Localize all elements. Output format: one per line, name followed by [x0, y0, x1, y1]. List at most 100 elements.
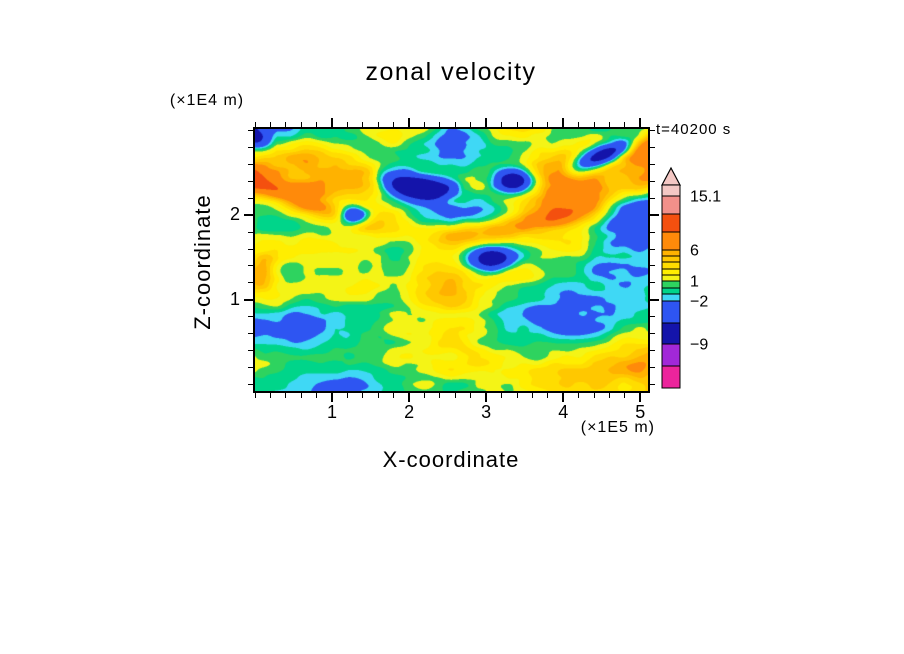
tick-mark: [248, 383, 253, 385]
tick-mark: [248, 265, 253, 267]
tick-mark: [547, 122, 549, 127]
colorbar-band: [661, 249, 681, 257]
tick-mark: [316, 393, 318, 398]
tick-mark: [531, 122, 533, 127]
colorbar-label: −9: [690, 337, 708, 354]
colorbar-band: [661, 365, 681, 389]
tick-mark: [485, 393, 488, 402]
y-tick-label: 2: [229, 204, 240, 225]
time-annotation: t=40200 s: [656, 121, 732, 138]
tick-mark: [650, 214, 659, 217]
colorbar-band: [661, 322, 681, 345]
colorbar-band: [661, 274, 681, 282]
tick-mark: [254, 393, 256, 398]
tick-mark: [501, 122, 503, 127]
tick-mark: [562, 118, 565, 127]
colorbar-band: [661, 343, 681, 367]
tick-mark: [248, 147, 253, 149]
colorbar-label: 1: [690, 274, 699, 291]
tick-mark: [650, 282, 655, 284]
tick-mark: [578, 393, 580, 398]
tick-mark: [248, 130, 253, 132]
tick-mark: [454, 122, 456, 127]
tick-mark: [531, 393, 533, 398]
tick-mark: [608, 122, 610, 127]
tick-mark: [269, 393, 271, 398]
tick-mark: [650, 383, 655, 385]
tick-mark: [470, 393, 472, 398]
tick-mark: [650, 265, 655, 267]
tick-mark: [285, 393, 287, 398]
tick-mark: [300, 122, 302, 127]
tick-mark: [362, 393, 364, 398]
x-axis-unit-label: (×1E5 m): [580, 419, 655, 436]
colorbar-band: [661, 213, 681, 233]
colorbar-band: [661, 195, 681, 215]
tick-mark: [244, 214, 253, 217]
y-axis-unit-label: (×1E4 m): [169, 92, 245, 109]
x-tick-label: 4: [558, 402, 569, 422]
tick-mark: [248, 282, 253, 284]
tick-mark: [593, 122, 595, 127]
y-tick-label: 1: [229, 288, 240, 309]
tick-mark: [650, 298, 659, 301]
tick-mark: [485, 118, 488, 127]
tick-mark: [516, 393, 518, 398]
tick-mark: [377, 122, 379, 127]
tick-mark: [331, 393, 334, 402]
tick-mark: [393, 393, 395, 398]
colorbar-band: [661, 184, 681, 197]
tick-mark: [248, 197, 253, 199]
tick-mark: [624, 393, 626, 398]
tick-mark: [650, 248, 655, 250]
tick-mark: [248, 248, 253, 250]
tick-mark: [650, 366, 655, 368]
tick-mark: [650, 316, 655, 318]
tick-mark: [650, 333, 655, 335]
tick-mark: [608, 393, 610, 398]
tick-mark: [650, 163, 655, 165]
tick-mark: [248, 231, 253, 233]
chart-title: zonal velocity: [365, 58, 537, 86]
x-tick-label: 1: [327, 402, 338, 422]
colorbar-band: [661, 280, 681, 289]
colorbar-arrow-tip: [661, 166, 681, 186]
tick-mark: [248, 180, 253, 182]
tick-mark: [285, 122, 287, 127]
tick-mark: [248, 349, 253, 351]
x-tick-label: 2: [404, 402, 415, 422]
tick-mark: [377, 393, 379, 398]
tick-mark: [439, 122, 441, 127]
x-tick-label: 3: [481, 402, 492, 422]
colorbar-label: 6: [690, 243, 699, 260]
x-axis-title: X-coordinate: [382, 447, 520, 472]
tick-mark: [650, 147, 655, 149]
tick-mark: [470, 122, 472, 127]
tick-mark: [269, 122, 271, 127]
tick-mark: [650, 349, 655, 351]
colorbar-band: [661, 231, 681, 251]
tick-mark: [501, 393, 503, 398]
tick-mark: [547, 393, 549, 398]
tick-mark: [439, 393, 441, 398]
tick-mark: [248, 163, 253, 165]
tick-mark: [316, 122, 318, 127]
colorbar-band: [661, 293, 681, 302]
tick-mark: [650, 231, 655, 233]
tick-mark: [650, 197, 655, 199]
tick-mark: [578, 122, 580, 127]
tick-mark: [408, 118, 411, 127]
tick-mark: [248, 366, 253, 368]
tick-mark: [562, 393, 565, 402]
tick-mark: [516, 122, 518, 127]
tick-mark: [393, 122, 395, 127]
colorbar-band: [661, 287, 681, 295]
colorbar: 15.1 6 1 −2 −9: [661, 166, 721, 389]
colorbar-band: [661, 255, 681, 263]
x-tick-label: 5: [635, 402, 646, 422]
tick-mark: [362, 122, 364, 127]
colorbar-label: 15.1: [690, 189, 721, 206]
tick-mark: [424, 122, 426, 127]
tick-mark: [254, 122, 256, 127]
